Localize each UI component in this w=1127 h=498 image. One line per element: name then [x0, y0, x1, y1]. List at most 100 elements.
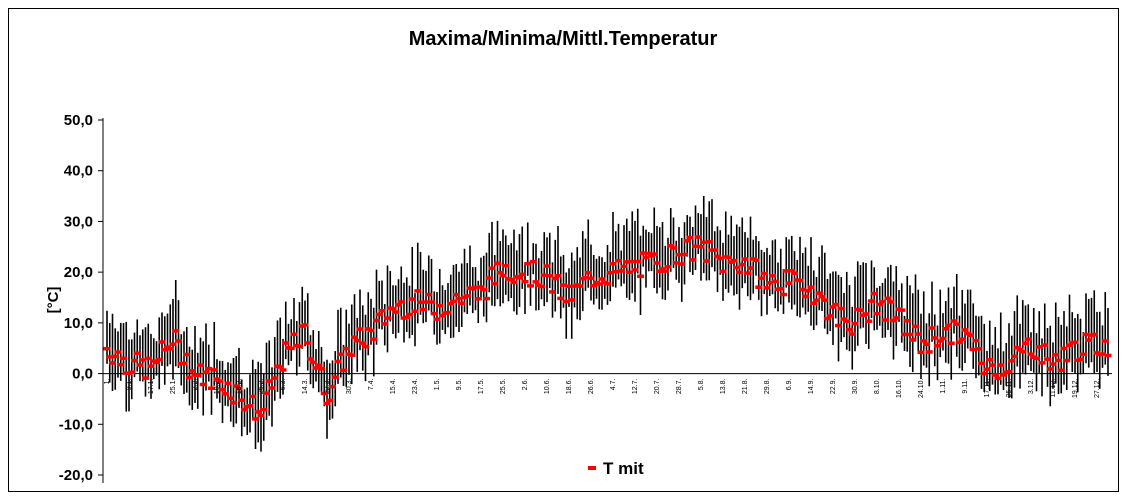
mean-marker — [276, 365, 284, 369]
x-tick-label: 23.4. — [412, 379, 419, 395]
mean-marker — [290, 332, 298, 337]
mean-marker — [463, 294, 471, 298]
mean-marker — [766, 281, 774, 285]
mean-marker — [664, 265, 672, 269]
mean-marker — [700, 240, 708, 245]
mean-marker — [617, 269, 625, 273]
mean-marker — [909, 338, 917, 342]
y-tick-label: 50,0 — [64, 112, 93, 129]
mean-marker — [628, 259, 636, 264]
chart-frame — [8, 8, 1119, 492]
x-tick-label: 30.9. — [852, 379, 859, 395]
mean-marker — [502, 263, 510, 268]
mean-marker — [1008, 359, 1016, 363]
mean-marker — [705, 240, 713, 244]
mean-marker — [447, 302, 455, 306]
mean-marker — [670, 246, 677, 250]
x-tick-label: 21.8. — [742, 379, 749, 395]
mean-marker — [876, 302, 884, 307]
mean-marker — [1082, 332, 1090, 337]
x-tick-label: 29.8. — [764, 379, 771, 395]
mean-marker — [562, 299, 570, 304]
mean-marker — [568, 298, 576, 302]
mean-marker — [142, 376, 149, 380]
x-tick-label: 3.12. — [1028, 379, 1035, 395]
mean-marker — [153, 360, 160, 365]
mean-marker — [329, 384, 336, 389]
mean-marker — [439, 314, 446, 318]
mean-marker — [282, 341, 290, 345]
mean-marker — [227, 396, 235, 401]
x-tick-label: 22.9. — [830, 379, 837, 395]
mean-marker — [983, 367, 991, 371]
mean-marker — [491, 281, 499, 286]
mean-marker — [425, 292, 433, 297]
mean-marker — [697, 245, 705, 249]
mean-marker — [263, 391, 270, 395]
mean-marker — [936, 339, 944, 343]
mean-marker — [807, 285, 815, 290]
mean-marker — [887, 300, 895, 304]
mean-marker — [496, 270, 504, 275]
y-tick-label: 40,0 — [64, 163, 93, 180]
mean-marker — [166, 347, 174, 351]
mean-marker — [755, 285, 763, 289]
x-tick-label: 6.3. — [280, 379, 287, 391]
mean-marker — [1038, 361, 1046, 365]
mean-marker — [1060, 346, 1068, 351]
mean-marker — [521, 279, 529, 284]
mean-marker — [1027, 352, 1035, 356]
mean-marker — [538, 284, 545, 289]
mean-marker — [1055, 358, 1062, 363]
mean-marker — [375, 312, 383, 317]
y-axis-label: [°C] — [45, 287, 62, 314]
mean-marker — [758, 276, 765, 280]
x-tick-label: 4.7. — [610, 379, 617, 391]
mean-marker — [620, 264, 628, 269]
mean-marker — [645, 251, 653, 256]
mean-marker — [318, 366, 325, 371]
mean-marker — [516, 275, 523, 280]
x-tick-label: 28.7. — [676, 379, 683, 395]
x-tick-label: 10.2. — [214, 379, 221, 395]
x-tick-label: 27.12. — [1094, 379, 1101, 399]
y-tick-label: 10,0 — [64, 315, 93, 332]
mean-marker — [1079, 352, 1087, 357]
mean-marker — [733, 265, 741, 270]
mean-marker — [804, 289, 812, 293]
mean-marker — [210, 368, 218, 372]
mean-marker — [953, 322, 961, 326]
mean-marker — [961, 328, 969, 332]
mean-marker — [323, 401, 331, 406]
mean-marker — [884, 296, 892, 301]
mean-marker — [903, 318, 911, 323]
mean-marker — [634, 259, 642, 264]
mean-marker — [252, 417, 259, 421]
mean-marker — [403, 315, 411, 320]
mean-marker — [637, 274, 644, 279]
mean-marker — [826, 314, 834, 318]
mean-marker — [213, 377, 221, 381]
mean-marker — [920, 339, 928, 343]
mean-marker — [1085, 338, 1093, 342]
x-tick-label: 9.1. — [126, 379, 133, 391]
mean-marker — [950, 319, 958, 323]
mean-marker — [1013, 345, 1021, 350]
x-tick-label: 2.2. — [192, 379, 199, 391]
mean-marker — [188, 369, 196, 373]
mean-marker — [1011, 354, 1018, 359]
mean-marker — [194, 373, 202, 377]
mean-marker — [703, 259, 710, 263]
mean-marker — [675, 252, 683, 257]
mean-marker — [653, 261, 661, 265]
mean-marker — [172, 329, 180, 333]
mean-marker — [1033, 356, 1040, 361]
mean-marker — [128, 370, 136, 374]
mean-marker — [939, 336, 947, 341]
mean-marker — [565, 284, 573, 289]
mean-marker — [155, 357, 163, 362]
mean-marker — [865, 319, 873, 323]
mean-marker — [480, 287, 488, 292]
x-tick-label: 9.5. — [456, 379, 463, 391]
mean-marker — [458, 301, 466, 306]
